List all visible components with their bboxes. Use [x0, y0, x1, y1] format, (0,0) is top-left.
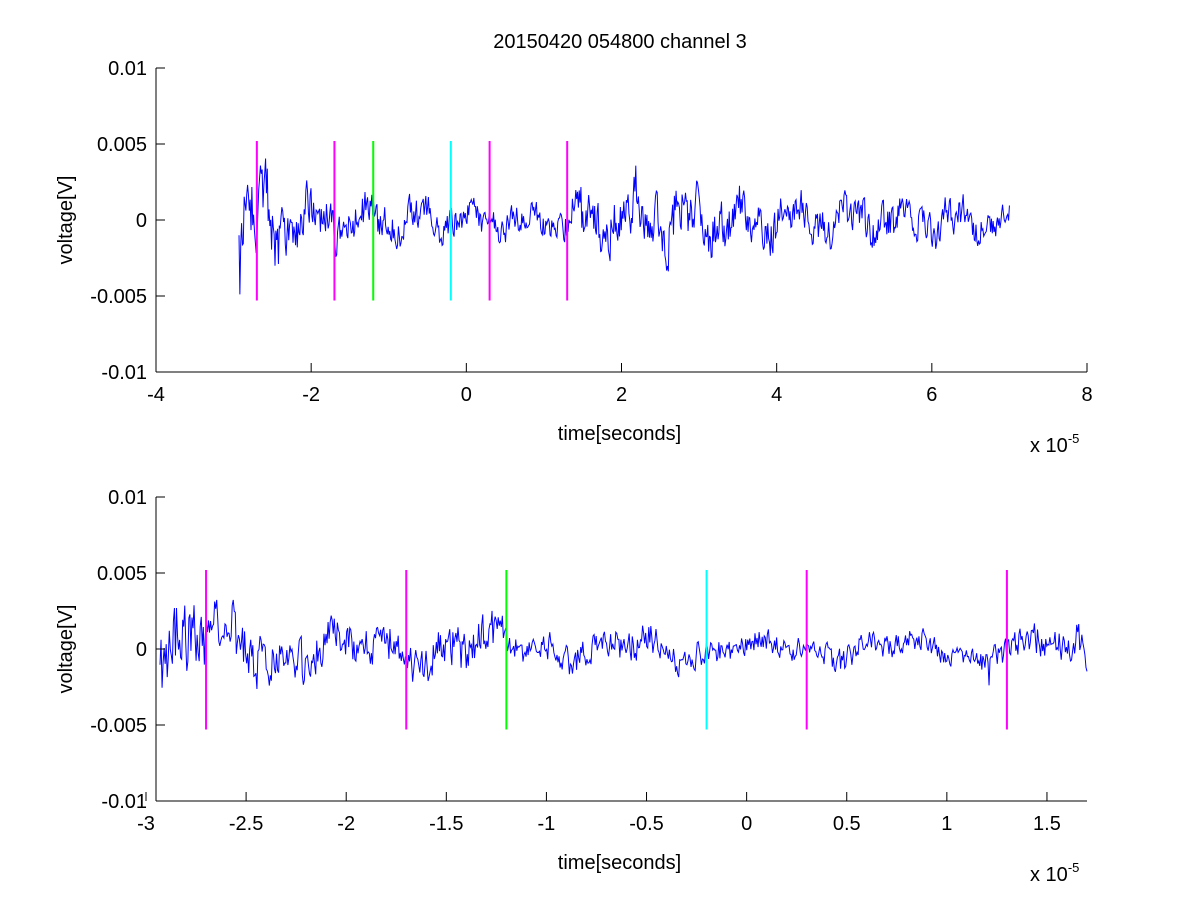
- x-tick-label: -1.5: [429, 813, 463, 835]
- signal-trace-top: [238, 158, 1010, 295]
- marker-lines-bottom: [205, 569, 1008, 730]
- x-tick-label: 0.5: [833, 813, 861, 835]
- x-tick-label: 0: [461, 384, 472, 406]
- x-exponent-base-top: x 10: [1030, 435, 1068, 457]
- axes-top: -4 -2 0 2 4 6 8 -0.01 -0.005 0 0.005 0.01: [90, 58, 1092, 406]
- axis-labels-bottom: time[seconds] voltage[V] x 10-5: [55, 605, 1079, 886]
- x-exponent-top: x 10-5: [1030, 431, 1079, 457]
- x-tick-label: -2.5: [229, 813, 263, 835]
- y-tick-label: 0.01: [108, 58, 147, 80]
- x-tick-label: -2: [337, 813, 355, 835]
- plot-bottom: -3 -2.5 -2 -1.5 -1 -0.5 0 0.5 1 1.5 -0.01 -0.005 0 0.…: [55, 487, 1088, 886]
- x-exponent-power-bottom: -5: [1068, 860, 1080, 875]
- x-tick-label: -4: [147, 384, 165, 406]
- x-tick-label: 1: [941, 813, 952, 835]
- x-tick-label: 8: [1081, 384, 1092, 406]
- y-tick-label: -0.005: [90, 286, 147, 308]
- x-tick-label: -2: [302, 384, 320, 406]
- y-tick-label: -0.01: [101, 791, 147, 813]
- marker-lines-top: [255, 140, 569, 301]
- y-tick-label: 0.005: [97, 134, 147, 156]
- signal-line: [159, 599, 1088, 690]
- y-tick-label: 0: [136, 210, 147, 232]
- y-tick-label: 0.005: [97, 563, 147, 585]
- x-axis-label-top: time[seconds]: [558, 423, 681, 445]
- x-tick-label: -1: [538, 813, 556, 835]
- plot-top: -4 -2 0 2 4 6 8 -0.01 -0.005 0 0.005 0.01 time[seco…: [55, 58, 1093, 457]
- y-tick-label: 0: [136, 639, 147, 661]
- axes-bottom: -3 -2.5 -2 -1.5 -1 -0.5 0 0.5 1 1.5 -0.01 -0.005 0 0.…: [90, 487, 1087, 835]
- figure-title: 20150420 054800 channel 3: [493, 31, 747, 53]
- y-axis-label-top: voltage[V]: [55, 176, 77, 265]
- x-axis-label-bottom: time[seconds]: [558, 852, 681, 874]
- x-tick-label: -3: [137, 813, 155, 835]
- x-exponent-base-bottom: x 10: [1030, 864, 1068, 886]
- x-tick-label: 2: [616, 384, 627, 406]
- x-tick-label: -0.5: [629, 813, 663, 835]
- x-tick-label: 4: [771, 384, 782, 406]
- signal-line: [238, 158, 1010, 295]
- x-tick-label: 0: [741, 813, 752, 835]
- y-axis-label-bottom: voltage[V]: [55, 605, 77, 694]
- x-tick-label: 6: [926, 384, 937, 406]
- y-tick-label: -0.01: [101, 362, 147, 384]
- signal-trace-bottom: [159, 599, 1088, 690]
- x-tick-label: 1.5: [1033, 813, 1061, 835]
- axis-labels-top: time[seconds] voltage[V] x 10-5: [55, 176, 1079, 457]
- x-exponent-bottom: x 10-5: [1030, 860, 1079, 886]
- y-tick-label: 0.01: [108, 487, 147, 509]
- y-tick-label: -0.005: [90, 715, 147, 737]
- x-exponent-power-top: -5: [1068, 431, 1080, 446]
